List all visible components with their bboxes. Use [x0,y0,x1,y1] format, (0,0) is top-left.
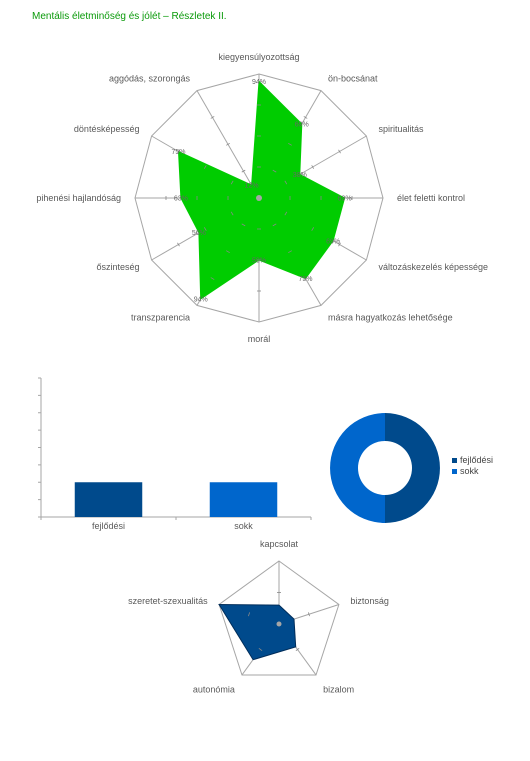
donut-slice [385,413,440,523]
bar [74,482,143,517]
bar [209,482,278,517]
axis-label: aggódás, szorongás [109,73,191,83]
radar-tick [307,612,310,617]
axis-label: őszinteség [96,262,139,272]
radar-tick [210,277,215,280]
radar-tick [303,277,308,280]
radar-grid [218,560,340,676]
page-title: Mentális életminőség és jólét – Részlete… [32,11,227,22]
data-label: 94% [194,296,208,303]
radar-tick [303,116,308,119]
data-label: 38% [293,172,307,179]
x-tick-label: sokk [234,521,253,531]
radar-tick [210,116,215,119]
radar-tick [311,227,315,231]
radar-tick [241,223,246,227]
data-label: 94% [252,79,266,86]
radar-tick [272,223,277,227]
radar-tick [295,647,300,651]
donut-chart-crisis-type [330,413,440,523]
radar-series-area [218,603,297,661]
radar-tick [258,647,263,651]
x-tick-label: fejlődési [92,521,125,531]
axis-label: szeretet-szexualitás [128,596,208,606]
radar-center [256,195,262,201]
radar-tick [203,165,207,169]
legend-item: sokk [452,466,493,477]
radar-chart-relationship: kapcsolat biztonság bizalom autonómia szeret… [128,539,389,695]
radar-tick [284,211,288,216]
radar-tick [230,211,234,216]
donut-slice [330,413,385,523]
axis-label: döntésképesség [74,124,140,134]
data-label: 50% [252,258,266,265]
data-label: 69% [326,238,340,245]
axis-label: másra hagyatkozás lehetősége [328,313,453,323]
radar-tick [288,142,292,146]
axis-label: transzparencia [131,313,190,323]
axis-label: kiegyensúlyozottság [218,52,299,62]
radar-tick [284,180,288,185]
data-label: 75% [171,149,185,156]
radar-tick [288,250,292,254]
axis-label: kapcsolat [260,539,299,549]
legend-item: fejlődési [452,455,493,466]
axis-label: élet feletti kontrol [397,193,465,203]
legend-swatch-light [452,469,457,474]
radar-tick [241,169,246,173]
donut-legend: fejlődési sokk [452,455,493,477]
data-label: 75% [298,276,312,283]
radar-tick [248,612,251,617]
radar-center [276,621,282,627]
radar-tick [226,142,230,146]
axis-label: ön-bocsánat [328,73,378,83]
radar-tick [338,149,341,154]
radar-tick [338,242,341,247]
data-label: 69% [338,196,352,203]
axis-label: spiritualitás [379,124,425,134]
data-label: 63% [174,196,188,203]
axis-label: bizalom [323,685,354,695]
radar-tick [272,169,277,173]
axis-label: változáskezelés képessége [379,262,489,272]
legend-label: fejlődési [460,455,494,465]
radar-tick [226,250,230,254]
bar-chart-crisis-type: fejlődési sokk [38,377,312,531]
axis-label: autonómia [193,685,235,695]
data-label: 12% [245,183,259,190]
radar-tick [203,227,207,231]
data-label: 69% [295,121,309,128]
axis-label: morál [248,334,271,344]
data-label: 56% [192,230,206,237]
radar-chart-mental: 94% 69% 38% 69% 69% 75% 50% 94% 56% 63% 75% 12% kieg… [36,52,488,344]
axis-label: biztonság [350,596,389,606]
radar-tick [177,149,180,154]
axis-label: pihenési hajlandóság [36,193,121,203]
legend-label: sokk [460,466,479,476]
legend-swatch-dark [452,458,457,463]
radar-tick [311,165,315,169]
radar-tick [230,180,234,185]
radar-series-area [177,80,346,300]
radar-tick [177,242,180,247]
